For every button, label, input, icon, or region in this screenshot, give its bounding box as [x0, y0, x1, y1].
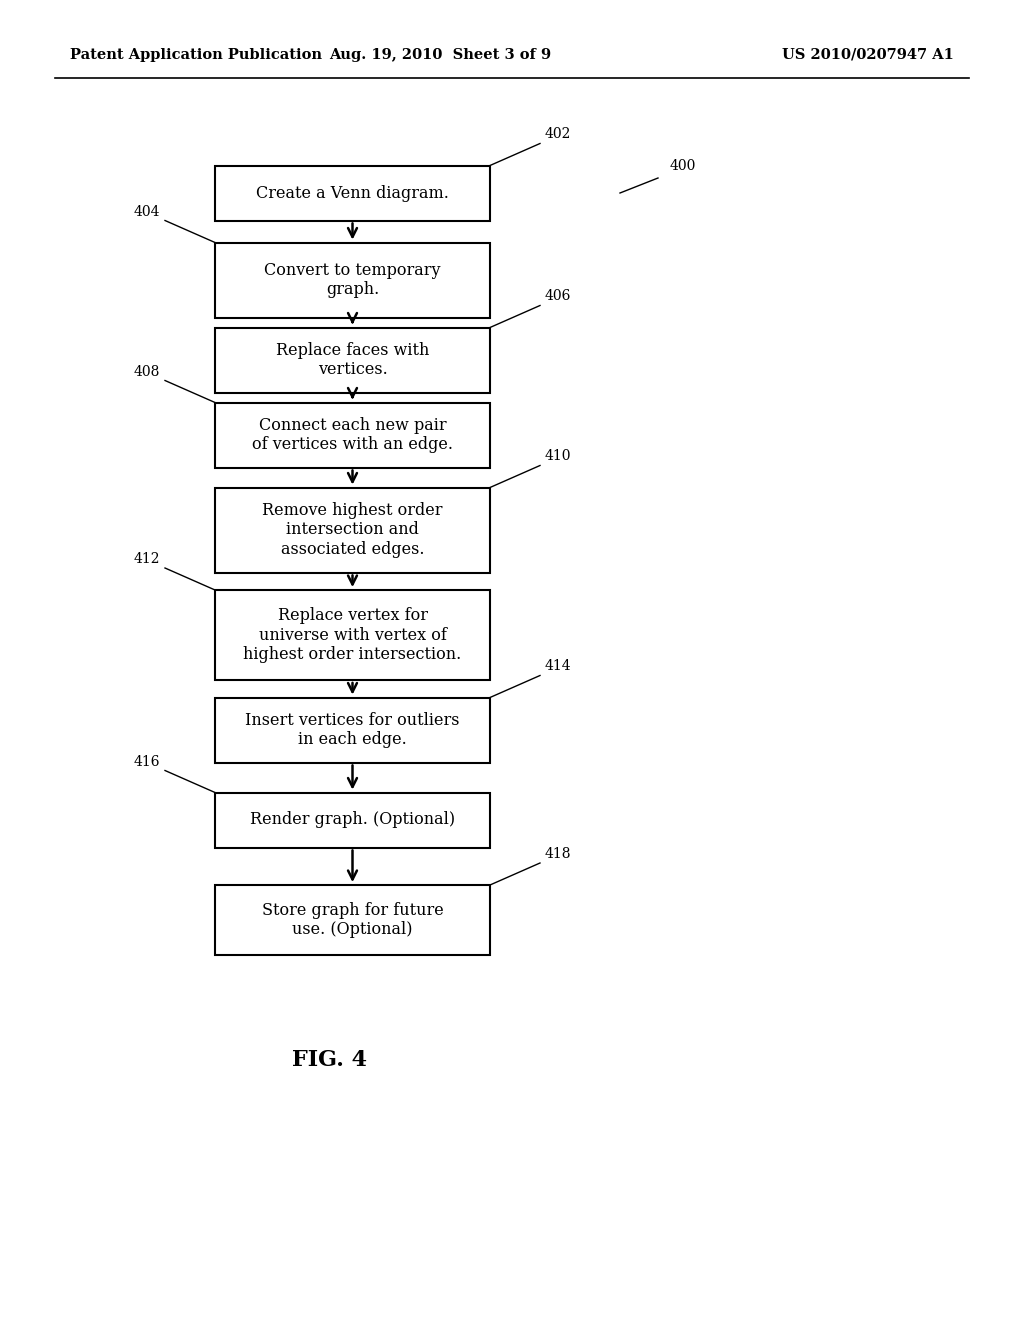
Text: 400: 400	[670, 158, 696, 173]
Text: 412: 412	[133, 552, 160, 566]
Text: Patent Application Publication: Patent Application Publication	[70, 48, 322, 62]
Text: 416: 416	[133, 755, 160, 768]
Text: Connect each new pair
of vertices with an edge.: Connect each new pair of vertices with a…	[252, 417, 453, 453]
Text: 406: 406	[545, 289, 571, 304]
Text: Store graph for future
use. (Optional): Store graph for future use. (Optional)	[261, 902, 443, 939]
Bar	[215, 884, 490, 954]
Text: 404: 404	[133, 205, 160, 219]
Bar	[215, 403, 490, 467]
Text: FIG. 4: FIG. 4	[293, 1049, 368, 1071]
Text: 408: 408	[133, 364, 160, 379]
Text: 418: 418	[545, 847, 571, 861]
Bar	[215, 327, 490, 392]
Text: Replace vertex for
universe with vertex of
highest order intersection.: Replace vertex for universe with vertex …	[244, 607, 462, 663]
Text: Convert to temporary
graph.: Convert to temporary graph.	[264, 261, 440, 298]
Text: Render graph. (Optional): Render graph. (Optional)	[250, 812, 455, 829]
Bar	[215, 165, 490, 220]
Text: Replace faces with
vertices.: Replace faces with vertices.	[275, 342, 429, 379]
Bar	[215, 697, 490, 763]
Bar	[215, 792, 490, 847]
Text: US 2010/0207947 A1: US 2010/0207947 A1	[782, 48, 954, 62]
Text: 402: 402	[545, 128, 571, 141]
Bar	[215, 590, 490, 680]
Text: 410: 410	[545, 450, 571, 463]
Bar	[215, 243, 490, 318]
Text: Insert vertices for outliers
in each edge.: Insert vertices for outliers in each edg…	[246, 711, 460, 748]
Text: Remove highest order
intersection and
associated edges.: Remove highest order intersection and as…	[262, 502, 442, 558]
Text: Create a Venn diagram.: Create a Venn diagram.	[256, 185, 449, 202]
Bar	[215, 487, 490, 573]
Text: Aug. 19, 2010  Sheet 3 of 9: Aug. 19, 2010 Sheet 3 of 9	[330, 48, 551, 62]
Text: 414: 414	[545, 660, 571, 673]
